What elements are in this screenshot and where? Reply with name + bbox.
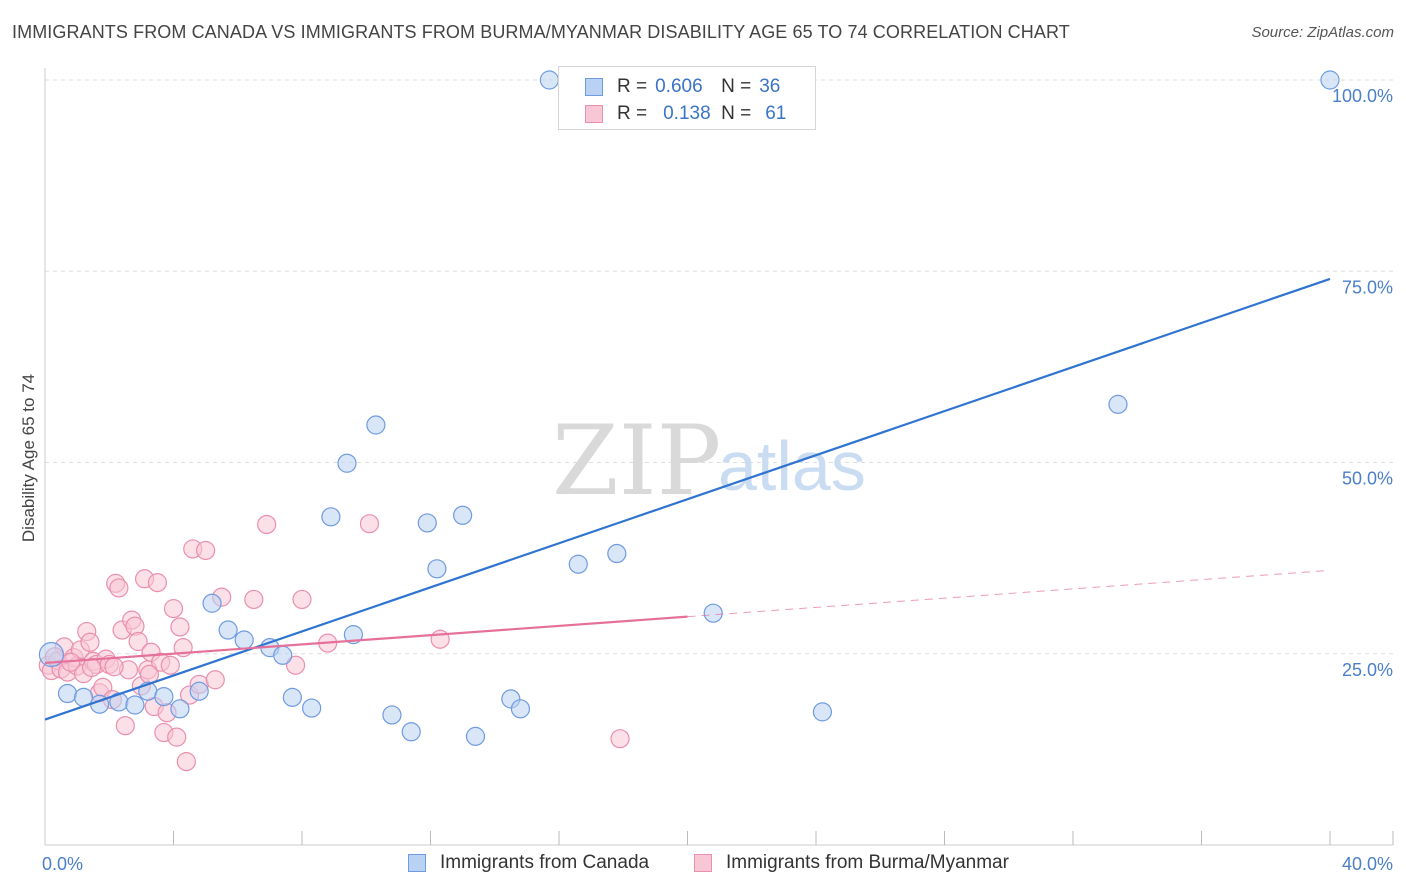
canada-point — [703, 603, 723, 623]
burma-trend-line — [44, 615, 688, 665]
canada-swatch — [585, 78, 603, 96]
burma-legend-label: Immigrants from Burma/Myanmar — [726, 852, 1009, 873]
canada-r-label: R = — [617, 76, 648, 97]
burma-point — [359, 514, 380, 534]
burma-point — [104, 657, 124, 677]
canada-point — [401, 722, 421, 742]
canada-point — [453, 505, 473, 525]
burma-point — [160, 655, 180, 675]
watermark: ZIP atlas — [552, 405, 866, 517]
canada-point — [337, 453, 357, 473]
burma-point — [285, 655, 306, 675]
canada-point — [218, 620, 238, 640]
canada-point — [234, 630, 254, 650]
legend-row-canada: R = 0.606 N = 36 — [585, 74, 780, 100]
canada-point — [465, 726, 486, 746]
burma-trend-extension — [687, 569, 1331, 618]
canada-point — [1320, 70, 1340, 90]
burma-n-label: N = — [721, 103, 752, 124]
y-tick-labels: 25.0% 50.0% 75.0% 100.0% — [1332, 86, 1393, 680]
canada-legend-swatch — [408, 854, 426, 872]
canada-point — [607, 543, 627, 564]
burma-point — [196, 540, 216, 561]
y-tick-label: 50.0% — [1342, 469, 1393, 489]
burma-point — [80, 632, 100, 652]
legend-row-burma: R = 0.138 N = 61 — [585, 101, 786, 127]
canada-point — [510, 699, 531, 719]
source-credit: Source: ZipAtlas.com — [1251, 24, 1394, 41]
canada-point — [427, 559, 447, 579]
correlation-legend: R = 0.606 N = 36 R = 0.138 N = 61 — [558, 66, 816, 130]
canada-point — [321, 507, 341, 527]
canada-point — [170, 699, 190, 719]
burma-point — [244, 589, 264, 610]
canada-point — [202, 593, 222, 613]
canada-point — [154, 686, 174, 707]
burma-point — [257, 514, 277, 535]
burma-point — [128, 631, 148, 652]
burma-points — [38, 514, 630, 772]
burma-point — [109, 578, 129, 598]
legend-item-canada: Immigrants from Canada — [408, 852, 649, 874]
canada-point — [1108, 394, 1128, 414]
canada-point — [273, 645, 293, 665]
canada-n-label: N = — [721, 76, 752, 97]
burma-legend-swatch — [694, 854, 712, 872]
burma-swatch — [585, 105, 603, 123]
canada-point — [812, 702, 833, 722]
trend-lines — [44, 277, 1331, 721]
x-tick-labels: 0.0% 40.0% — [42, 854, 1393, 874]
canada-point — [539, 70, 559, 90]
burma-n-value: 61 — [765, 103, 787, 124]
x-tick-label-max: 40.0% — [1342, 854, 1393, 874]
burma-point — [205, 670, 225, 690]
burma-r-label: R = — [617, 103, 648, 124]
burma-point — [115, 716, 135, 736]
watermark-zip: ZIP — [552, 405, 721, 517]
canada-point — [568, 554, 588, 574]
burma-point — [163, 599, 184, 619]
y-tick-label: 100.0% — [1332, 86, 1393, 106]
canada-legend-label: Immigrants from Canada — [440, 852, 650, 873]
gridlines — [45, 79, 1393, 655]
x-tick-label-min: 0.0% — [42, 854, 83, 874]
burma-r-value: 0.138 — [663, 103, 711, 124]
canada-point — [57, 683, 78, 704]
burma-point — [147, 573, 168, 593]
legend-item-burma: Immigrants from Burma/Myanmar — [694, 852, 1009, 874]
burma-point — [81, 657, 102, 678]
canada-trend-line — [44, 277, 1331, 721]
burma-point — [170, 617, 190, 637]
axes — [44, 68, 1394, 846]
canada-point — [382, 705, 402, 725]
y-tick-label: 25.0% — [1342, 660, 1393, 680]
canada-point — [125, 695, 145, 715]
canada-point — [38, 641, 65, 668]
canada-point — [302, 698, 322, 718]
canada-point — [189, 681, 209, 701]
chart-title: IMMIGRANTS FROM CANADA VS IMMIGRANTS FRO… — [12, 22, 1070, 42]
y-axis-title: Disability Age 65 to 74 — [19, 374, 38, 542]
watermark-atlas: atlas — [718, 427, 866, 505]
canada-point — [366, 415, 386, 435]
canada-r-value: 0.606 — [655, 76, 703, 97]
y-tick-label: 75.0% — [1342, 277, 1393, 297]
canada-point — [343, 625, 363, 645]
burma-point — [167, 727, 187, 747]
canada-point — [417, 513, 437, 533]
burma-point — [292, 589, 312, 610]
burma-point — [176, 752, 196, 772]
canada-n-value: 36 — [759, 76, 781, 97]
burma-point — [610, 729, 630, 749]
canada-point — [282, 687, 302, 707]
